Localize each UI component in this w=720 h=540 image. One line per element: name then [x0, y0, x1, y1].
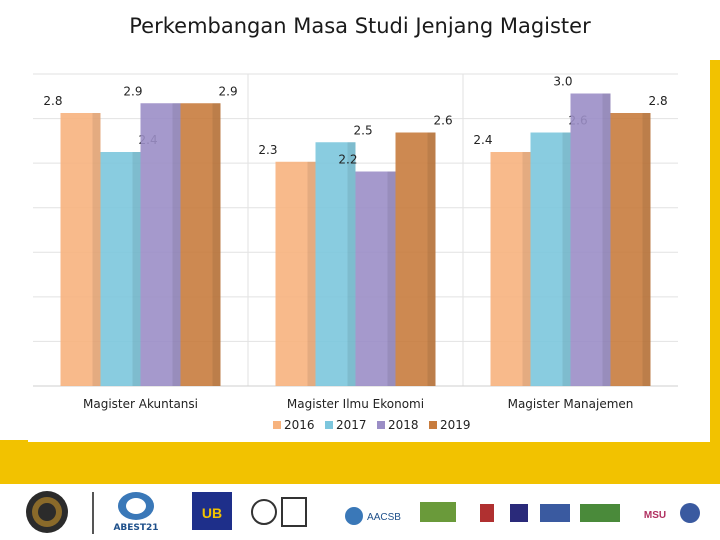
- bar-chart: 2.8 2.4 2.9 2.9 Magister Akuntansi 2.3 2.5 2.2 2…: [33, 73, 678, 432]
- logo-divider: [92, 492, 94, 534]
- data-label: 3.0: [553, 75, 572, 89]
- legend-swatch-2019: [429, 421, 437, 429]
- data-label: 2.9: [123, 84, 142, 98]
- data-label: 2.2: [338, 153, 357, 167]
- chart-panel: 2.8 2.4 2.9 2.9 Magister Akuntansi 2.3 2.5 2.2 2…: [28, 64, 710, 442]
- ub-logo-icon: UB: [192, 492, 232, 530]
- msu-logo-text: MSU: [644, 510, 666, 521]
- category-label: Magister Ilmu Ekonomi: [287, 397, 424, 411]
- data-label: 2.8: [43, 94, 62, 108]
- bar-shade: [427, 132, 436, 386]
- bar-shade: [132, 152, 141, 386]
- bar-2016: [60, 113, 101, 386]
- legend-swatch-2016: [273, 421, 281, 429]
- bar-2016: [275, 161, 316, 386]
- data-label: 2.4: [473, 133, 492, 147]
- partner-logos-icon: MSU: [420, 502, 700, 523]
- aacsb-logo-icon: AACSB: [345, 507, 401, 525]
- bar-shade: [522, 152, 531, 386]
- bar-shade: [602, 93, 611, 386]
- bar-shade: [347, 142, 356, 386]
- data-label: 2.5: [354, 123, 373, 137]
- bar-2017: [100, 152, 141, 386]
- legend-swatch-2017: [325, 421, 333, 429]
- legend-label: 2017: [336, 418, 367, 432]
- bar-2016: [490, 152, 531, 386]
- category-label: Magister Akuntansi: [83, 397, 198, 411]
- aacsb-logo-text: AACSB: [367, 512, 401, 523]
- bar-2018: [570, 93, 611, 386]
- category-label: Magister Manajemen: [508, 397, 634, 411]
- bar-2018: [355, 171, 396, 386]
- bar-shade: [92, 113, 101, 386]
- bar-2018: [140, 103, 181, 386]
- bar-shade: [562, 132, 571, 386]
- bar-2017: [530, 132, 571, 386]
- data-label: 2.6: [434, 114, 453, 128]
- accent-bar-right: [710, 60, 720, 450]
- abest21-logo-text: ABEST21: [113, 523, 158, 533]
- data-label: 2.3: [258, 143, 277, 157]
- page-title: Perkembangan Masa Studi Jenjang Magister: [129, 14, 591, 38]
- bar-shade: [212, 103, 221, 386]
- data-label: 2.8: [649, 94, 668, 108]
- bar-2017: [315, 142, 356, 386]
- bar-shade: [307, 161, 316, 386]
- legend-label: 2019: [440, 418, 471, 432]
- ub-logo-text: UB: [202, 505, 222, 521]
- legend-label: 2016: [284, 418, 315, 432]
- bar-shade: [642, 113, 651, 386]
- accent-bar-bottom: [0, 440, 720, 484]
- iso-certification-icon: [251, 497, 307, 527]
- bar-2019: [610, 113, 651, 386]
- bar-2019: [180, 103, 221, 386]
- data-label: 2.9: [219, 84, 238, 98]
- university-seal-icon: [26, 491, 68, 533]
- bar-shade: [387, 171, 396, 386]
- legend-swatch-2018: [377, 421, 385, 429]
- bar-2019: [395, 132, 436, 386]
- bar-shade: [172, 103, 181, 386]
- logo-strip: ABEST21 UB AACSB MSU: [0, 484, 720, 540]
- legend-label: 2018: [388, 418, 419, 432]
- abest21-logo-icon: ABEST21: [113, 492, 159, 533]
